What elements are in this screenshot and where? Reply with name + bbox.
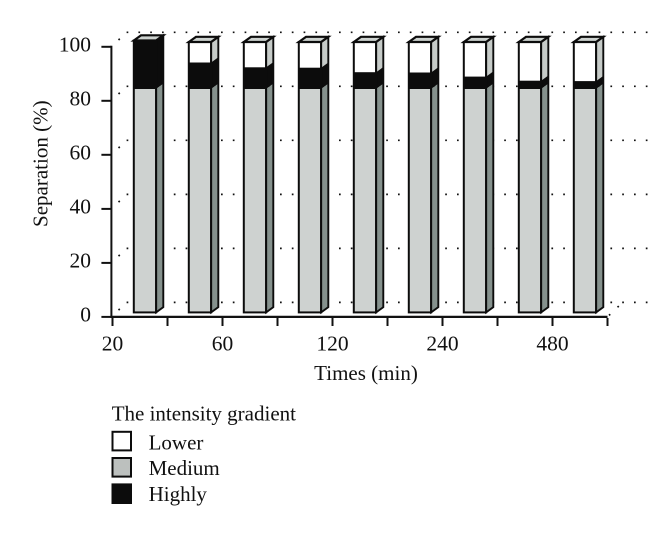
svg-text:0: 0 bbox=[80, 303, 91, 327]
svg-text:60: 60 bbox=[212, 331, 234, 355]
svg-text:The intensity gradient: The intensity gradient bbox=[112, 402, 296, 426]
svg-text:Separation (%): Separation (%) bbox=[29, 100, 53, 227]
svg-text:20: 20 bbox=[70, 249, 92, 273]
svg-text:240: 240 bbox=[426, 331, 458, 355]
svg-text:40: 40 bbox=[70, 195, 92, 219]
svg-text:Lower: Lower bbox=[149, 431, 204, 455]
svg-text:Times (min): Times (min) bbox=[314, 361, 418, 385]
svg-text:120: 120 bbox=[316, 331, 348, 355]
svg-text:480: 480 bbox=[536, 331, 568, 355]
svg-text:Highly: Highly bbox=[149, 482, 208, 506]
svg-text:60: 60 bbox=[70, 141, 92, 165]
svg-text:Medium: Medium bbox=[149, 456, 220, 480]
svg-text:20: 20 bbox=[102, 331, 124, 355]
svg-text:100: 100 bbox=[59, 33, 91, 57]
svg-text:80: 80 bbox=[70, 87, 92, 111]
